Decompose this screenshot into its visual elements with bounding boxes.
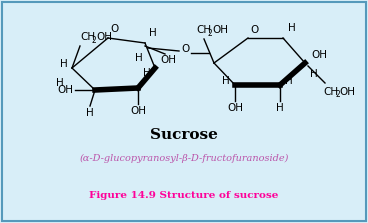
Text: H: H: [288, 23, 296, 33]
Text: 2: 2: [335, 90, 340, 99]
Text: OH: OH: [311, 50, 327, 60]
Text: OH: OH: [130, 106, 146, 116]
Text: H: H: [276, 103, 284, 113]
Text: O: O: [250, 25, 258, 35]
Text: Sucrose: Sucrose: [150, 128, 218, 142]
Text: Figure 14.9 Structure of sucrose: Figure 14.9 Structure of sucrose: [89, 190, 279, 200]
Text: OH: OH: [57, 85, 73, 95]
Text: OH: OH: [212, 25, 228, 35]
Text: O: O: [110, 24, 118, 34]
Text: H: H: [285, 76, 293, 86]
Text: H: H: [222, 76, 230, 86]
Text: OH: OH: [96, 32, 112, 42]
Text: H: H: [60, 59, 68, 69]
Text: 2: 2: [208, 29, 213, 38]
Text: OH: OH: [227, 103, 243, 113]
Text: CH: CH: [80, 32, 95, 42]
Text: CH: CH: [323, 87, 338, 97]
Text: OH: OH: [339, 87, 355, 97]
Text: H: H: [143, 68, 151, 78]
Text: OH: OH: [160, 55, 176, 65]
Text: H: H: [149, 28, 157, 38]
Text: H: H: [56, 78, 64, 88]
Text: H: H: [310, 69, 318, 79]
Text: 2: 2: [92, 36, 97, 45]
Text: (α-D-glucopyranosyl-β-D-fructofuranoside): (α-D-glucopyranosyl-β-D-fructofuranoside…: [79, 153, 289, 163]
Text: O: O: [181, 44, 189, 54]
Text: H: H: [135, 53, 143, 63]
Text: H: H: [86, 108, 94, 118]
Text: CH: CH: [196, 25, 211, 35]
